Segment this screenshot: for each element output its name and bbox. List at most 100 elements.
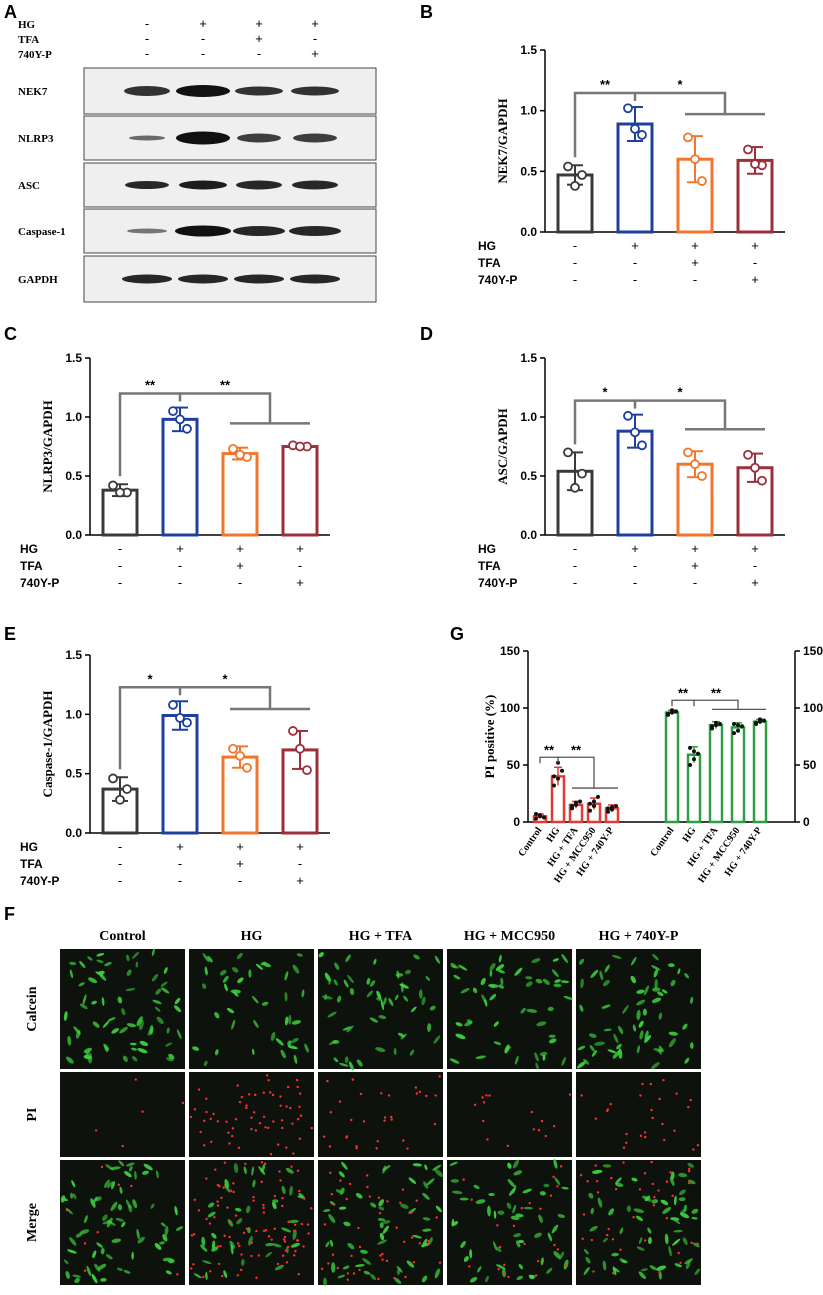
green-cell	[495, 964, 505, 971]
image-column-label: HG	[241, 929, 263, 944]
red-nucleus	[559, 1165, 563, 1168]
red-nucleus	[279, 1179, 282, 1182]
green-cell	[580, 978, 584, 989]
red-nucleus	[379, 1254, 382, 1257]
green-cell	[237, 977, 244, 984]
green-cell	[664, 1233, 669, 1245]
red-nucleus	[336, 1266, 339, 1270]
data-point	[714, 720, 718, 725]
red-nucleus	[258, 1122, 262, 1125]
green-cell	[601, 1004, 611, 1009]
green-cell	[459, 1197, 469, 1201]
red-nucleus	[357, 1226, 360, 1230]
red-nucleus	[330, 1193, 334, 1196]
red-nucleus	[606, 1108, 610, 1111]
green-cell	[455, 1022, 463, 1027]
condition-sign: +	[751, 272, 759, 287]
red-nucleus	[221, 1274, 224, 1278]
condition-sign: -	[633, 558, 637, 573]
green-cell	[286, 1246, 289, 1254]
green-cell	[91, 1000, 97, 1005]
red-nucleus	[238, 1100, 242, 1104]
green-cell	[355, 1192, 363, 1199]
condition-sign: +	[296, 873, 304, 888]
panel-letter: D	[420, 324, 433, 344]
red-nucleus	[520, 1206, 524, 1210]
red-nucleus	[273, 1194, 277, 1198]
green-cell	[515, 1213, 524, 1218]
condition-sign: -	[118, 856, 122, 871]
green-cell	[369, 1017, 379, 1023]
red-nucleus	[298, 1092, 302, 1095]
green-cell	[464, 1021, 473, 1027]
red-nucleus	[141, 1110, 144, 1113]
data-point	[690, 459, 700, 470]
green-cell	[192, 1046, 200, 1051]
green-cell	[285, 1167, 294, 1174]
green-cell	[93, 1196, 98, 1203]
green-cell	[412, 1163, 422, 1167]
red-nucleus	[339, 1179, 342, 1182]
red-nucleus	[267, 1079, 270, 1082]
green-cell	[110, 1166, 121, 1170]
green-cell	[669, 1176, 675, 1187]
green-cell	[79, 1003, 88, 1010]
red-nucleus	[279, 1104, 282, 1108]
red-nucleus	[283, 1235, 287, 1239]
green-cell	[514, 967, 523, 976]
data-point	[710, 724, 714, 729]
red-nucleus	[269, 1153, 273, 1156]
green-cell	[396, 1265, 403, 1273]
green-cell	[613, 1033, 619, 1044]
y-axis-label: ASC/GAPDH	[495, 408, 510, 485]
data-point	[736, 728, 740, 733]
sig-bracket	[180, 392, 272, 424]
green-cell	[410, 1006, 417, 1013]
green-cell	[354, 1264, 365, 1267]
data-point	[542, 815, 546, 820]
red-nucleus	[625, 1141, 628, 1145]
data-point	[115, 794, 125, 805]
green-cell	[96, 1242, 103, 1248]
red-nucleus	[307, 1232, 310, 1235]
green-cell	[636, 1045, 641, 1054]
green-cell	[588, 1192, 594, 1199]
bar	[664, 711, 680, 824]
red-nucleus	[287, 1220, 290, 1224]
green-cell	[496, 1264, 506, 1270]
red-nucleus	[298, 1137, 302, 1140]
green-cell	[129, 1042, 137, 1046]
green-cell	[591, 1169, 603, 1174]
data-point	[295, 743, 305, 754]
green-cell	[60, 1195, 66, 1203]
red-nucleus	[236, 1084, 239, 1087]
green-cell	[323, 1277, 327, 1287]
green-cell	[535, 1062, 539, 1070]
red-nucleus	[418, 1090, 422, 1094]
red-nucleus	[130, 1184, 133, 1188]
green-cell	[640, 1268, 648, 1272]
blot-band	[234, 274, 284, 284]
blot-band	[129, 135, 165, 141]
condition-sign: +	[236, 558, 244, 573]
red-nucleus	[329, 1171, 332, 1175]
green-cell	[122, 1055, 128, 1062]
green-cell	[65, 1056, 74, 1064]
green-cell	[602, 1164, 612, 1168]
red-nucleus	[402, 1139, 405, 1142]
red-nucleus	[415, 1199, 418, 1202]
red-nucleus	[619, 1248, 622, 1251]
blot-protein-label: NEK7	[18, 86, 48, 98]
green-cell	[493, 1210, 497, 1219]
red-nucleus	[507, 1275, 510, 1279]
red-nucleus	[220, 1196, 223, 1200]
bar	[752, 720, 768, 824]
green-cell	[229, 1240, 235, 1249]
green-cell	[673, 1195, 677, 1206]
green-cell	[630, 956, 637, 966]
red-nucleus	[358, 1268, 361, 1272]
data-point	[122, 784, 132, 794]
blot-band	[236, 180, 282, 190]
red-nucleus	[217, 1262, 221, 1266]
green-cell	[449, 1058, 460, 1064]
